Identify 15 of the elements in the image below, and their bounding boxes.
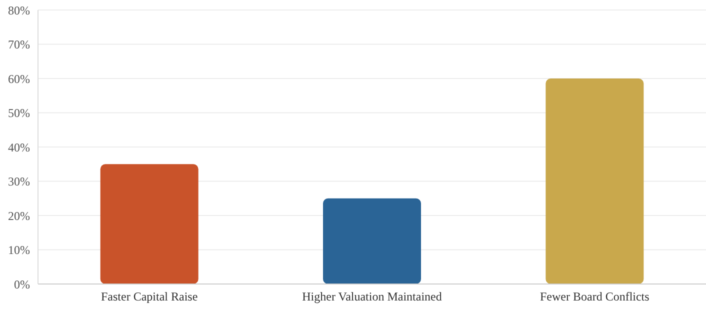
bar (323, 198, 422, 284)
bar (100, 164, 198, 284)
y-tick-label: 80% (8, 3, 30, 18)
y-tick-label: 0% (14, 277, 30, 292)
x-tick-label: Higher Valuation Maintained (302, 290, 442, 304)
y-tick-label: 20% (8, 208, 30, 223)
x-tick-label: Fewer Board Conflicts (540, 290, 650, 304)
y-tick-label: 10% (8, 243, 30, 258)
x-tick-label: Faster Capital Raise (101, 290, 198, 304)
y-tick-label: 30% (8, 174, 30, 189)
y-tick-label: 40% (8, 140, 30, 154)
bar (546, 78, 644, 284)
y-tick-label: 70% (8, 38, 30, 52)
y-tick-label: 50% (8, 106, 30, 120)
y-tick-label: 60% (8, 72, 30, 86)
